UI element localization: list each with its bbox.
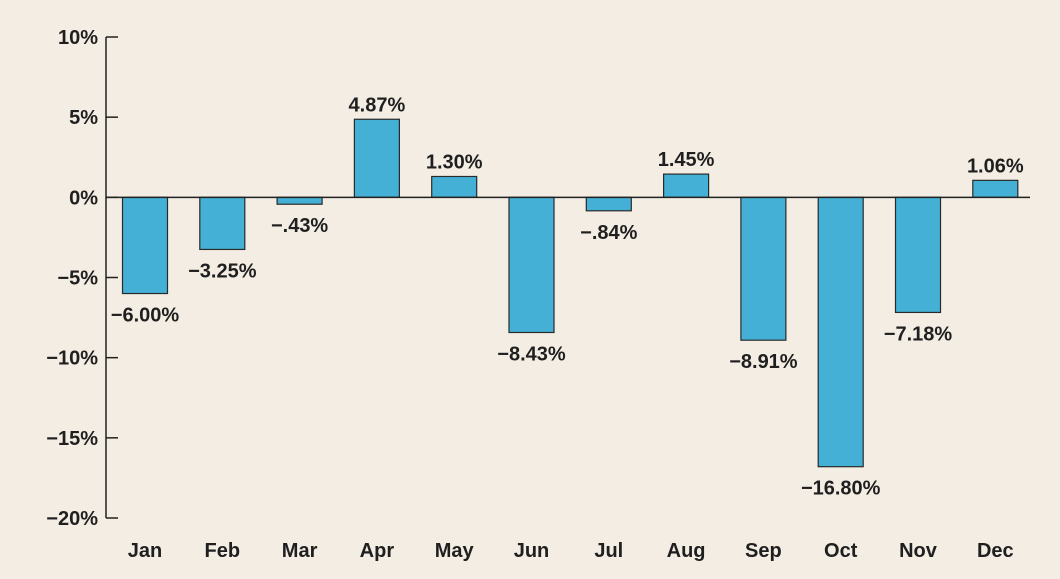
bar-mar	[276, 196, 323, 205]
y-tick-label: −15%	[46, 428, 98, 450]
bars	[121, 118, 1019, 468]
y-axis: 10% 5% 0% −5% −10% −15% −20%	[46, 27, 118, 530]
data-label-sep: −8.91%	[729, 351, 798, 373]
bar-jul	[585, 196, 632, 212]
y-tick-label: 10%	[58, 27, 98, 49]
x-tick-label-jan: Jan	[128, 540, 162, 562]
x-tick-label-dec: Dec	[977, 540, 1014, 562]
bar-nov	[894, 196, 942, 314]
data-label-mar: −.43%	[271, 215, 328, 237]
bar-sep	[740, 196, 787, 341]
data-label-jan: −6.00%	[111, 305, 180, 327]
bar-jan	[121, 196, 169, 295]
data-label-dec: 1.06%	[967, 155, 1024, 177]
x-tick-label-feb: Feb	[205, 540, 241, 562]
x-axis-categories: Jan Feb Mar Apr May Jun Jul Aug Sep Oct Nov Dec	[128, 540, 1014, 562]
y-tick-label: 0%	[69, 187, 98, 209]
x-tick-label-apr: Apr	[360, 540, 395, 562]
bar-dec	[972, 179, 1019, 198]
y-tick-label: −5%	[57, 268, 98, 290]
data-label-aug: 1.45%	[658, 149, 715, 171]
x-tick-label-sep: Sep	[745, 540, 782, 562]
x-tick-label-may: May	[435, 540, 475, 562]
x-tick-label-mar: Mar	[282, 540, 318, 562]
bar-jun	[508, 196, 555, 334]
data-label-jul: −.84%	[580, 222, 637, 244]
x-tick-label-aug: Aug	[667, 540, 706, 562]
x-tick-label-jul: Jul	[594, 540, 623, 562]
data-label-feb: −3.25%	[188, 260, 257, 282]
y-tick-label: −10%	[46, 348, 98, 370]
y-tick-label: −20%	[46, 508, 98, 530]
x-tick-label-jun: Jun	[514, 540, 550, 562]
y-tick-label: 5%	[69, 107, 98, 129]
bar-feb	[199, 196, 246, 251]
data-label-jun: −8.43%	[497, 343, 566, 365]
x-tick-label-oct: Oct	[824, 540, 858, 562]
bar-apr	[353, 118, 400, 198]
x-tick-label-nov: Nov	[899, 540, 938, 562]
data-label-nov: −7.18%	[884, 323, 953, 345]
data-label-oct: −16.80%	[801, 478, 881, 500]
data-label-apr: 4.87%	[349, 94, 406, 116]
bar-may	[431, 175, 478, 198]
bar-aug	[662, 173, 710, 198]
data-labels: −6.00% −3.25% −.43% 4.87% 1.30% −8.43% −.84% 1.…	[111, 94, 1024, 499]
data-label-may: 1.30%	[426, 151, 483, 173]
bar-oct	[817, 196, 864, 468]
